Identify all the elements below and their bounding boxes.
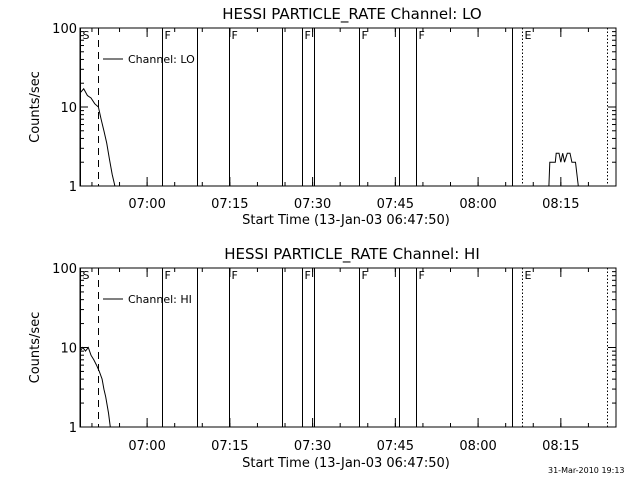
event-marker-label: F	[419, 29, 425, 42]
event-marker-label: F	[165, 269, 171, 282]
chart-panel-lo: HESSI PARTICLE_RATE Channel: LO 1 10 100 Cou…	[28, 5, 617, 228]
y-tick-label: 1	[69, 180, 77, 195]
event-marker-label: S	[83, 29, 90, 42]
series-line	[79, 87, 116, 187]
x-tick-label: 07:30	[294, 439, 331, 454]
y-axis-label: Counts/sec	[28, 71, 43, 143]
plot-frame	[79, 267, 617, 428]
event-marker-label: F	[165, 29, 171, 42]
x-tick-label: 08:00	[459, 439, 496, 454]
x-tick-label: 07:30	[294, 197, 331, 212]
x-tick-label: 07:15	[211, 439, 248, 454]
event-marker-label: F	[419, 269, 425, 282]
y-axis-label: Counts/sec	[28, 312, 43, 384]
event-marker-label: S	[83, 269, 90, 282]
x-tick-label: 08:15	[542, 439, 579, 454]
chart-title: HESSI PARTICLE_RATE Channel: LO	[222, 5, 481, 24]
footer-timestamp: 31-Mar-2010 19:13	[548, 466, 625, 475]
series-line	[79, 346, 111, 428]
chart-panel-hi: HESSI PARTICLE_RATE Channel: HI 1 10 100 Cou…	[28, 245, 617, 471]
event-marker-label: F	[305, 269, 311, 282]
event-marker-label: E	[525, 29, 532, 42]
x-tick-label: 08:00	[459, 197, 496, 212]
event-marker-label: F	[232, 269, 238, 282]
plot-frame	[79, 27, 617, 187]
x-tick-label: 08:15	[542, 197, 579, 212]
event-marker-label: E	[525, 269, 532, 282]
legend-label: Channel: LO	[128, 53, 195, 66]
y-tick-label: 1	[69, 421, 77, 436]
x-tick-label: 07:45	[377, 197, 414, 212]
event-marker-label: F	[362, 269, 368, 282]
event-marker-label: F	[305, 29, 311, 42]
legend-label: Channel: HI	[128, 293, 192, 306]
event-marker-label: F	[362, 29, 368, 42]
x-tick-label: 07:15	[211, 197, 248, 212]
y-tick-label: 100	[52, 262, 77, 277]
y-tick-label: 100	[52, 22, 77, 37]
event-marker-label: F	[232, 29, 238, 42]
x-axis-label: Start Time (13-Jan-03 06:47:50)	[242, 213, 450, 228]
y-tick-label: 10	[60, 101, 77, 116]
x-tick-label: 07:00	[128, 439, 165, 454]
x-tick-label: 07:00	[128, 197, 165, 212]
series-line	[548, 152, 579, 187]
x-tick-label: 07:45	[377, 439, 414, 454]
x-axis-label: Start Time (13-Jan-03 06:47:50)	[242, 456, 450, 471]
chart-title: HESSI PARTICLE_RATE Channel: HI	[224, 245, 480, 264]
y-tick-label: 10	[60, 342, 77, 357]
